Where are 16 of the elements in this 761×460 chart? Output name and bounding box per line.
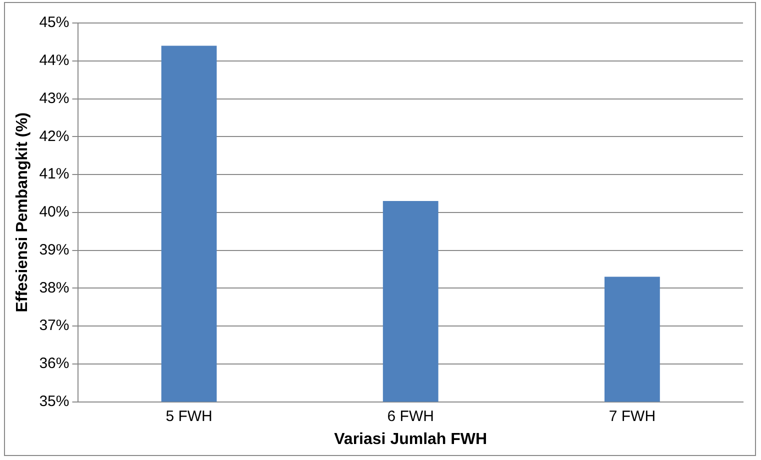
y-tick-label: 36% — [39, 355, 70, 372]
x-tick-label: 6 FWH — [387, 408, 434, 425]
x-tick-label: 7 FWH — [608, 408, 656, 425]
y-tick-label: 35% — [39, 392, 70, 410]
y-tick-label: 42% — [39, 128, 70, 145]
y-tick-label: 40% — [39, 204, 70, 221]
y-tick-label: 38% — [39, 279, 70, 296]
x-axis-title: Variasi Jumlah FWH — [334, 430, 488, 448]
x-tick-label: 5 FWH — [166, 408, 212, 425]
y-tick-label: 43% — [39, 90, 70, 107]
y-tick-label: 45% — [39, 14, 70, 32]
y-tick-label: 41% — [39, 166, 70, 183]
y-tick-label: 44% — [39, 52, 70, 70]
y-tick-label: 37% — [39, 317, 70, 334]
y-tick-label: 39% — [39, 241, 70, 258]
y-axis-title: Effesiensi Pembangkit (%) — [14, 112, 32, 312]
